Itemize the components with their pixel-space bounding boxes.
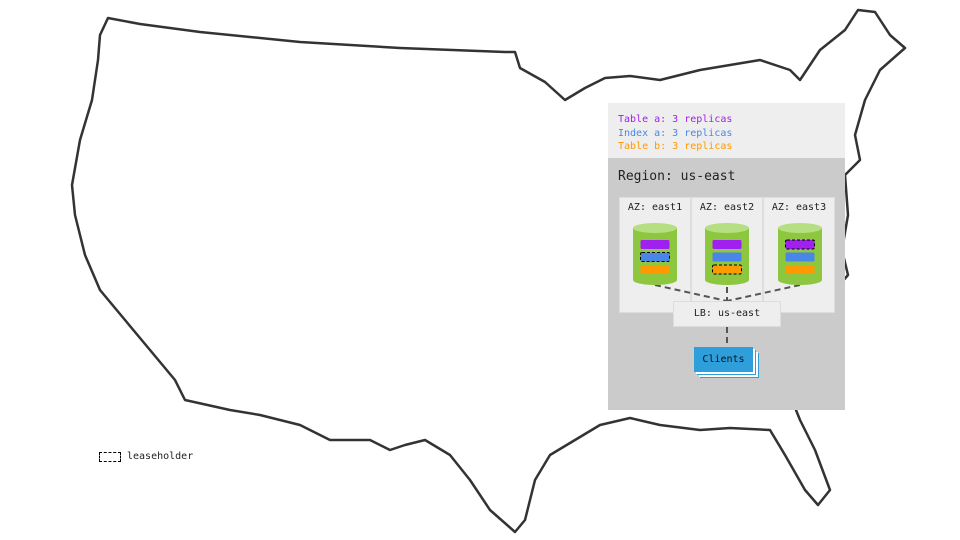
connector-east3 [726, 284, 801, 302]
replica-table-a [640, 240, 670, 249]
database-cylinder [778, 223, 822, 285]
load-balancer: LB: us-east [673, 301, 781, 327]
replica-legend: Table a: 3 replicas Index a: 3 replicas … [608, 103, 845, 158]
clients-box: Clients [694, 347, 753, 372]
database-cylinder [705, 223, 749, 285]
replica-table-b [712, 264, 742, 275]
replica-index [785, 252, 815, 262]
zone-label: AZ: east3 [771, 202, 827, 213]
region-label: Region: us-east [618, 169, 736, 184]
clients-label: Clients [702, 354, 745, 365]
connector-lines [654, 284, 801, 347]
replica-table-a [712, 240, 742, 249]
leaseholder-key-label: leaseholder [127, 451, 194, 462]
legend-table-a: Table a: 3 replicas [618, 114, 733, 125]
lb-label: LB: us-east [693, 308, 761, 319]
replica-index [640, 252, 670, 262]
connector-east1 [654, 284, 728, 302]
legend-index-a: Index a: 3 replicas [618, 127, 733, 139]
replica-index [712, 252, 742, 262]
database-cylinder [633, 223, 677, 285]
replica-table-a [785, 239, 815, 250]
replica-table-b [640, 265, 670, 274]
replica-table-b [785, 265, 815, 274]
legend-table-b: Table b: 3 replicas [618, 141, 733, 152]
zone-label: AZ: east2 [699, 202, 755, 213]
leaseholder-key-icon [99, 452, 121, 462]
zone-label: AZ: east1 [627, 202, 683, 213]
